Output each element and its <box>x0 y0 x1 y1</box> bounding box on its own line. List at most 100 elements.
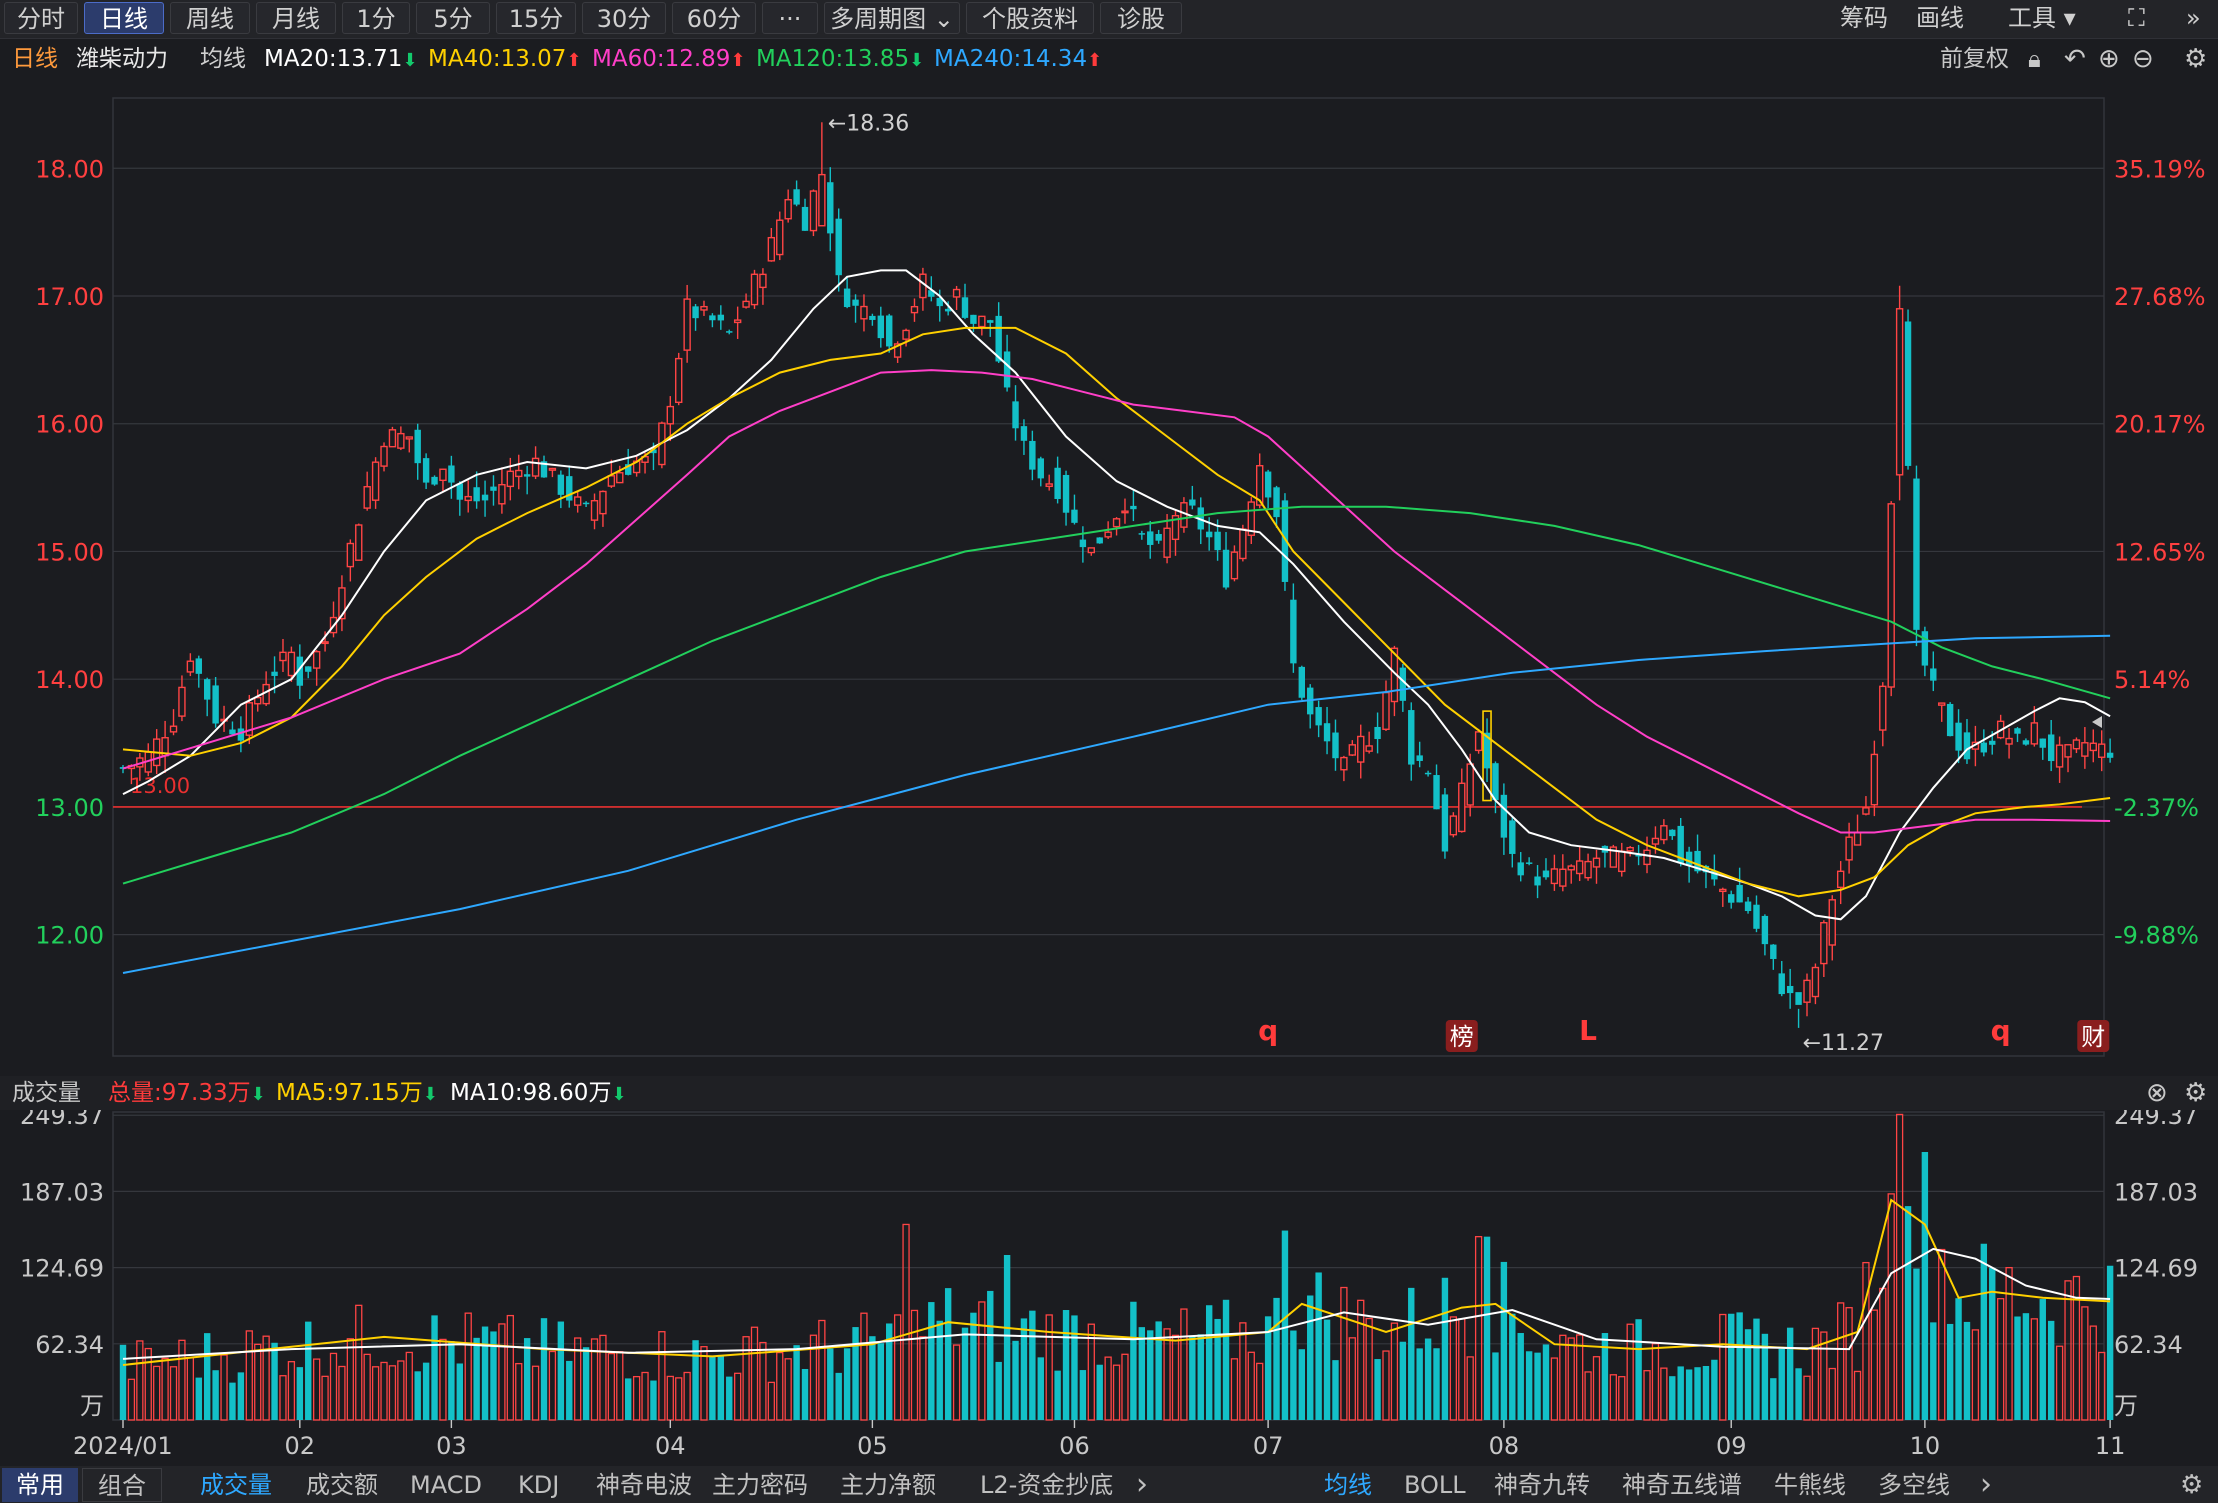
candle-body <box>1071 509 1078 523</box>
toolbar-tab-2[interactable]: 周线 <box>170 2 250 34</box>
volume-stat-1: MA5:97.15万⬇ <box>276 1080 438 1106</box>
arrow-down-icon: ⬇ <box>611 1084 627 1105</box>
volume-bar <box>498 1323 506 1421</box>
indicator-tab-2[interactable]: MACD <box>410 1471 482 1499</box>
toolbar-right-2[interactable]: 工具 ▾ <box>2008 4 2076 32</box>
candle-body <box>1163 527 1171 558</box>
toolbar-tab-3[interactable]: 月线 <box>256 2 336 34</box>
candle-body <box>363 486 371 509</box>
volume-bar <box>127 1378 136 1421</box>
volume-bar <box>2005 1266 2013 1421</box>
indicator-name[interactable]: 均线 <box>200 46 246 72</box>
volume-bar <box>717 1354 725 1420</box>
volume-bar <box>136 1340 144 1421</box>
toolbar-right-1[interactable]: 画线 <box>1916 4 1964 32</box>
adjust-label[interactable]: 前复权 <box>1940 46 2009 72</box>
volume-bar <box>919 1336 927 1421</box>
volume-bar <box>607 1352 616 1421</box>
overlay-tab-0[interactable]: 均线 <box>1324 1471 1372 1499</box>
volume-settings-icon[interactable]: ⚙ <box>2184 1078 2208 1108</box>
overlay-tab-4[interactable]: 牛熊线 <box>1774 1471 1846 1499</box>
toolbar-tab-4[interactable]: 1分 <box>342 2 410 34</box>
scroll-right-icon-2[interactable]: › <box>1980 1467 1992 1502</box>
overlay-tab-2[interactable]: 神奇九转 <box>1494 1471 1590 1499</box>
toolbar-tab-9[interactable]: ··· <box>762 2 818 34</box>
volume-bar <box>726 1376 733 1420</box>
indicator-tab-7[interactable]: L2-资金抄底 <box>980 1471 1114 1499</box>
month-label: 06 <box>1059 1432 1090 1460</box>
bottom-left-tab-1[interactable]: 组合 <box>82 1468 162 1502</box>
toolbar-tab-1[interactable]: 日线 <box>84 2 164 34</box>
candle-body <box>557 474 565 495</box>
volume-ma10-line <box>122 1247 2111 1360</box>
bottom-left-tab-0[interactable]: 常用 <box>2 1468 78 1502</box>
candle-body <box>212 685 219 724</box>
toolbar-tab-10[interactable]: 多周期图 ⌄ <box>824 2 960 34</box>
volume-bar <box>448 1341 455 1420</box>
fullscreen-icon[interactable]: ⛶ <box>2128 4 2145 32</box>
volume-bar <box>1390 1322 1399 1421</box>
lock-icon[interactable]: 🔒︎ <box>2028 45 2041 73</box>
candle-body <box>355 524 363 561</box>
volume-bar <box>1449 1316 1458 1421</box>
indicator-tab-1[interactable]: 成交额 <box>306 1471 378 1499</box>
candle-body <box>1138 533 1146 535</box>
indicator-tab-3[interactable]: KDJ <box>518 1471 560 1499</box>
toolbar-tab-12[interactable]: 诊股 <box>1100 2 1182 34</box>
volume-tick-label: 62.34 <box>35 1331 104 1359</box>
volume-bar <box>1887 1193 1895 1421</box>
indicator-tab-6[interactable]: 主力净额 <box>840 1471 936 1499</box>
volume-bar <box>279 1375 287 1421</box>
volume-bar <box>658 1331 666 1421</box>
volume-bar <box>590 1338 599 1421</box>
toolbar-tab-7[interactable]: 30分 <box>582 2 666 34</box>
volume-bar <box>540 1318 548 1420</box>
overlay-tab-3[interactable]: 神奇五线谱 <box>1622 1471 1742 1499</box>
event-marker-box <box>2077 1020 2110 1052</box>
indicator-tab-4[interactable]: 神奇电波 <box>596 1471 692 1499</box>
volume-bar <box>1677 1366 1684 1420</box>
scroll-right-icon[interactable]: › <box>1136 1467 1148 1502</box>
toolbar-tab-11[interactable]: 个股资料 <box>966 2 1094 34</box>
ma-line-ma40 <box>122 326 2111 898</box>
volume-bar <box>970 1312 977 1420</box>
toolbar-right-0[interactable]: 筹码 <box>1840 4 1888 32</box>
volume-bars <box>119 1113 2114 1421</box>
volume-bar <box>1130 1301 1137 1420</box>
overlay-tab-1[interactable]: BOLL <box>1404 1471 1466 1499</box>
undo-icon[interactable]: ↶ <box>2064 44 2086 74</box>
zoom-in-icon[interactable]: ⊕ <box>2098 44 2120 74</box>
candle-body <box>1079 539 1087 548</box>
candle-body <box>1677 825 1684 864</box>
more-icon[interactable]: » <box>2186 4 2201 32</box>
volume-bar <box>1584 1371 1592 1421</box>
toolbar-tab-5[interactable]: 5分 <box>416 2 490 34</box>
candle-body <box>944 308 952 312</box>
volume-bar <box>1845 1307 1853 1421</box>
stock-name[interactable]: 潍柴动力 <box>76 46 168 72</box>
bottom-settings-icon[interactable]: ⚙ <box>2180 1470 2204 1500</box>
close-icon[interactable]: ⊗ <box>2146 1078 2168 1108</box>
volume-bar <box>1230 1358 1239 1421</box>
overlay-tab-5[interactable]: 多空线 <box>1878 1471 1950 1499</box>
month-label: 03 <box>436 1432 467 1460</box>
candle-body <box>776 219 784 256</box>
indicator-tab-5[interactable]: 主力密码 <box>712 1471 808 1499</box>
volume-bar <box>287 1361 296 1421</box>
candle-body <box>1609 846 1618 868</box>
volume-title: 成交量 <box>12 1080 81 1106</box>
volume-bar <box>767 1381 775 1421</box>
volume-bar <box>380 1361 388 1421</box>
candle-body <box>1466 763 1474 806</box>
indicator-tab-0[interactable]: 成交量 <box>200 1471 272 1499</box>
volume-bar <box>961 1327 969 1420</box>
zoom-out-icon[interactable]: ⊖ <box>2132 44 2154 74</box>
toolbar-tab-6[interactable]: 15分 <box>496 2 576 34</box>
volume-bar <box>852 1327 859 1420</box>
toolbar-tab-8[interactable]: 60分 <box>672 2 756 34</box>
candle-body <box>1946 703 1954 737</box>
settings-icon[interactable]: ⚙ <box>2184 44 2208 74</box>
toolbar-tab-0[interactable]: 分时 <box>4 2 78 34</box>
volume-bar <box>1382 1350 1390 1421</box>
arrow-down-icon: ⬇ <box>909 50 925 71</box>
